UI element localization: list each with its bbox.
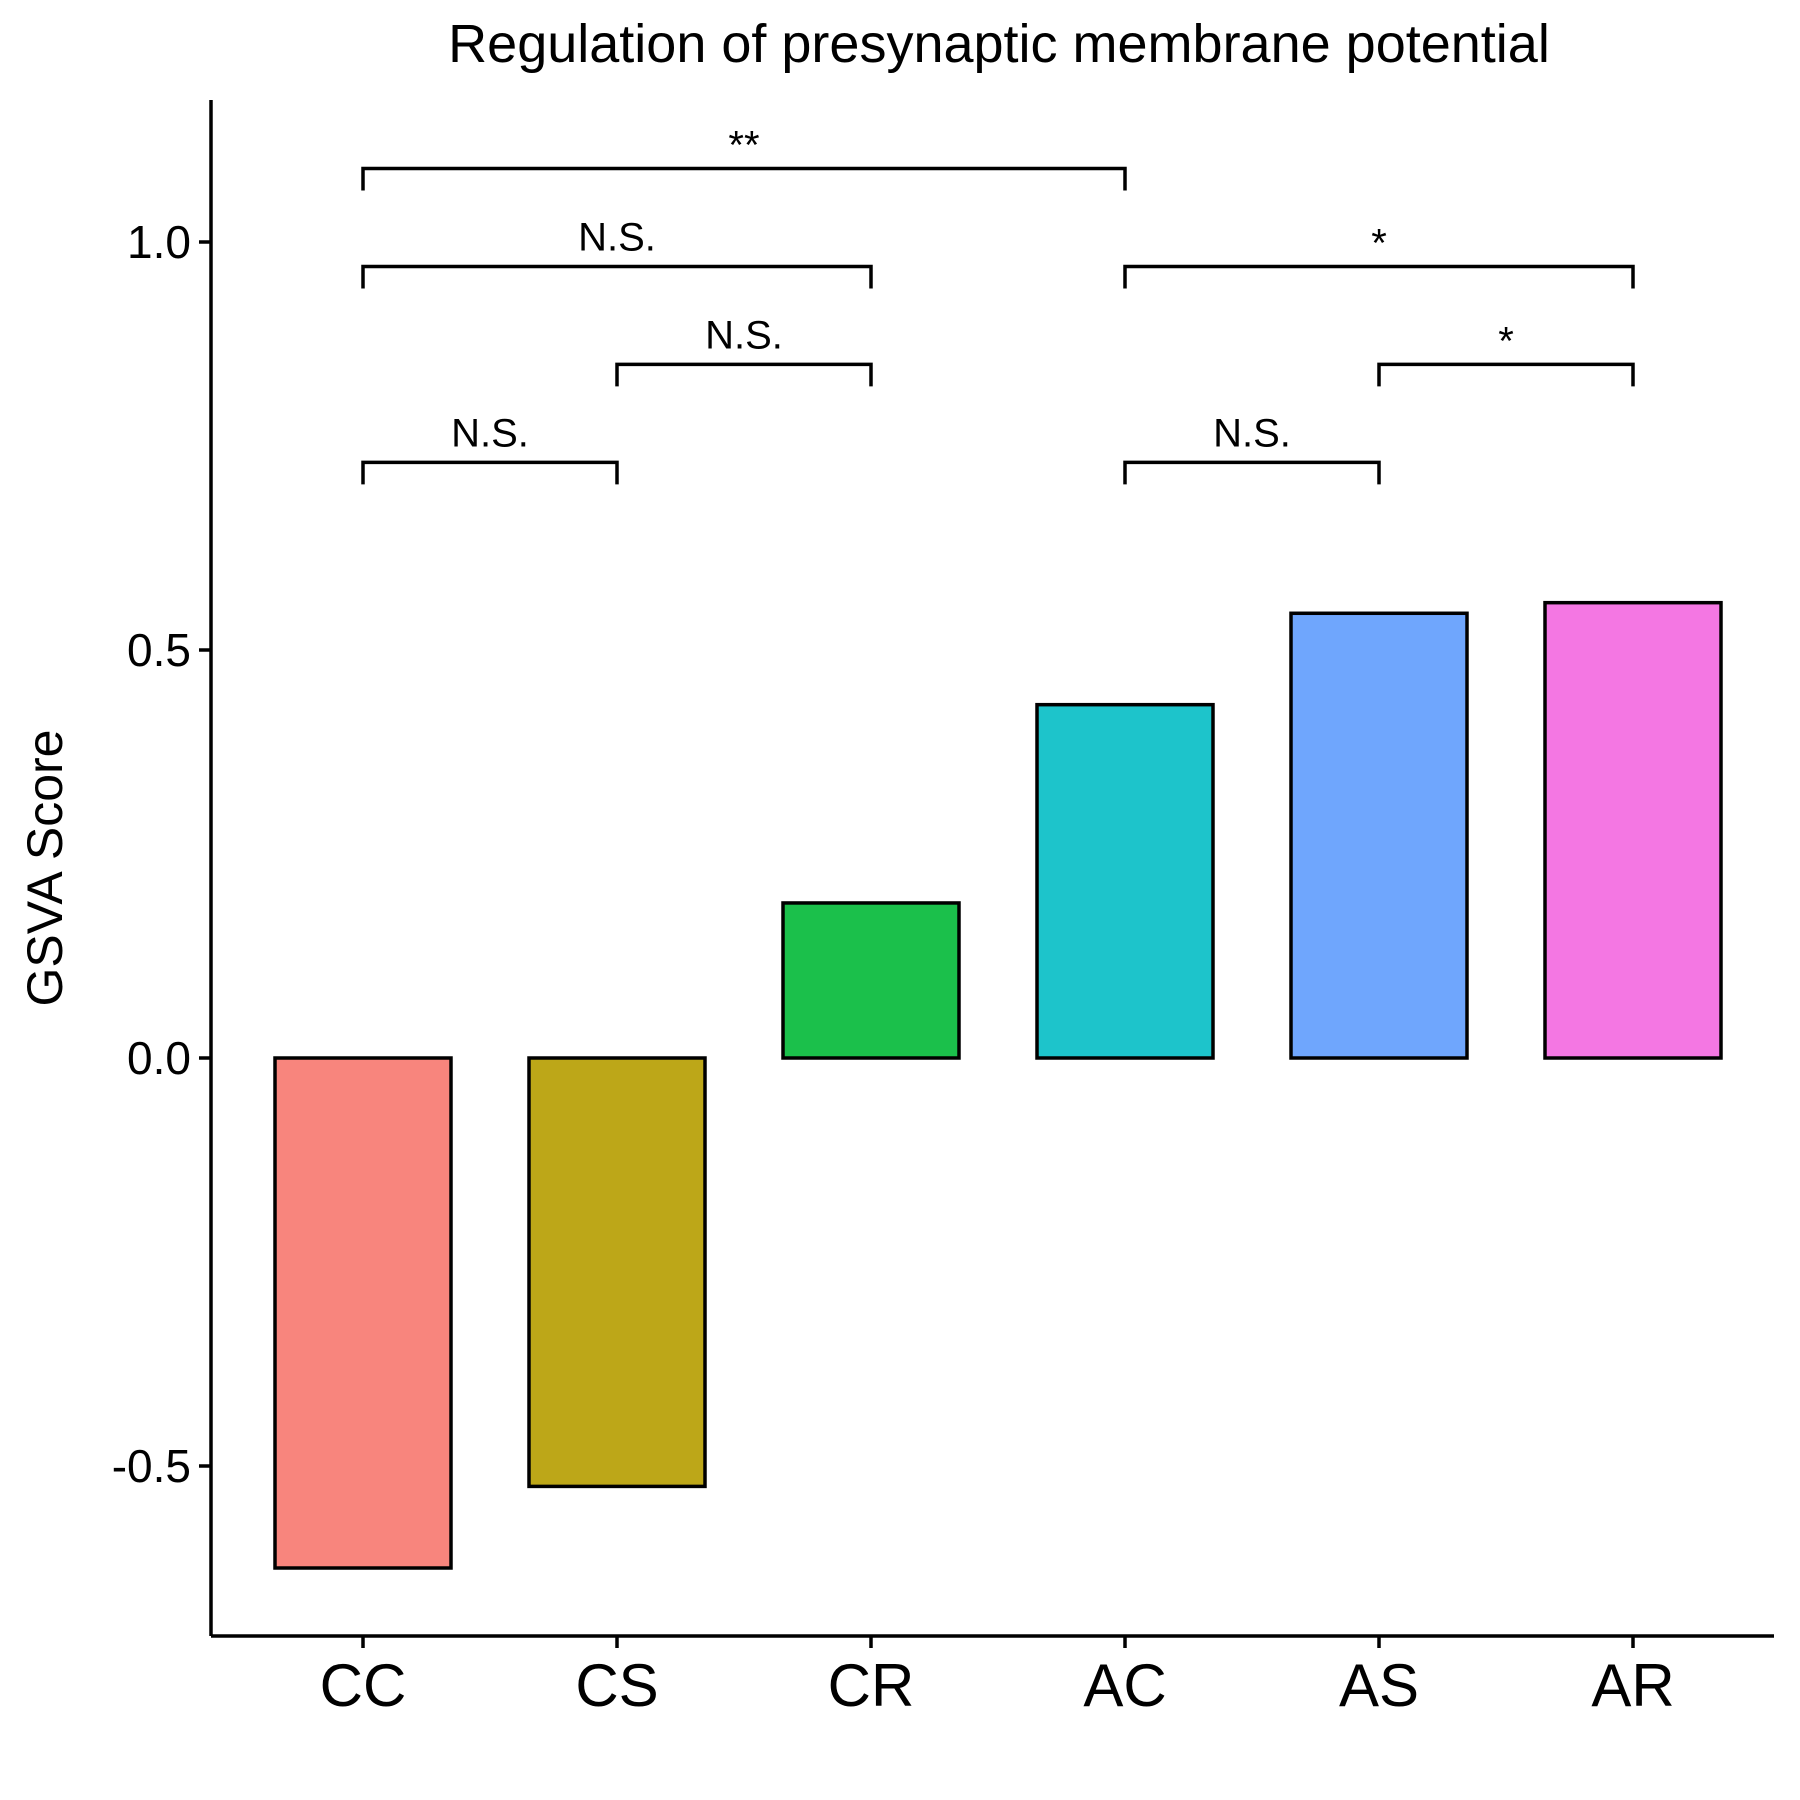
y-tick-label: 1.0 xyxy=(127,216,191,268)
significance-label: N.S. xyxy=(705,313,783,357)
significance-label: ** xyxy=(728,124,759,168)
bar-ar xyxy=(1543,600,1723,1060)
x-tick-label: CS xyxy=(575,1652,658,1719)
bar-ac xyxy=(1035,702,1215,1060)
significance-bracket xyxy=(361,166,1127,191)
x-tick-label: AC xyxy=(1083,1652,1166,1719)
x-tick-label: CR xyxy=(828,1652,915,1719)
x-tick-label: AS xyxy=(1339,1652,1419,1719)
bar-cc xyxy=(273,1056,453,1570)
bar-cr xyxy=(781,901,961,1060)
significance-bracket xyxy=(361,264,873,289)
bar-cs xyxy=(527,1056,707,1489)
significance-label: N.S. xyxy=(578,215,656,259)
significance-bracket xyxy=(615,362,873,387)
x-tick-label: AR xyxy=(1591,1652,1674,1719)
significance-label: * xyxy=(1498,319,1514,363)
x-tick-label: CC xyxy=(320,1652,407,1719)
y-tick-label: 0.5 xyxy=(127,624,191,676)
significance-label: N.S. xyxy=(1213,411,1291,455)
significance-layer: N.S.N.S.N.S.**N.S.** xyxy=(361,124,1635,485)
axes-layer: -0.5 0.0 0.5 1.0 CC CS CR AC AS AR xyxy=(112,100,1774,1719)
significance-bracket xyxy=(361,460,619,485)
y-tick-label: -0.5 xyxy=(112,1440,191,1492)
significance-bracket xyxy=(1123,264,1635,289)
y-axis-label: GSVA Score xyxy=(17,730,73,1007)
bar-as xyxy=(1289,611,1469,1060)
significance-label: N.S. xyxy=(451,411,529,455)
significance-bracket xyxy=(1377,362,1635,387)
y-tick-label: 0.0 xyxy=(127,1032,191,1084)
significance-bracket xyxy=(1123,460,1381,485)
significance-label: * xyxy=(1371,221,1387,265)
chart-title: Regulation of presynaptic membrane poten… xyxy=(448,14,1550,74)
bars-layer xyxy=(273,600,1723,1570)
